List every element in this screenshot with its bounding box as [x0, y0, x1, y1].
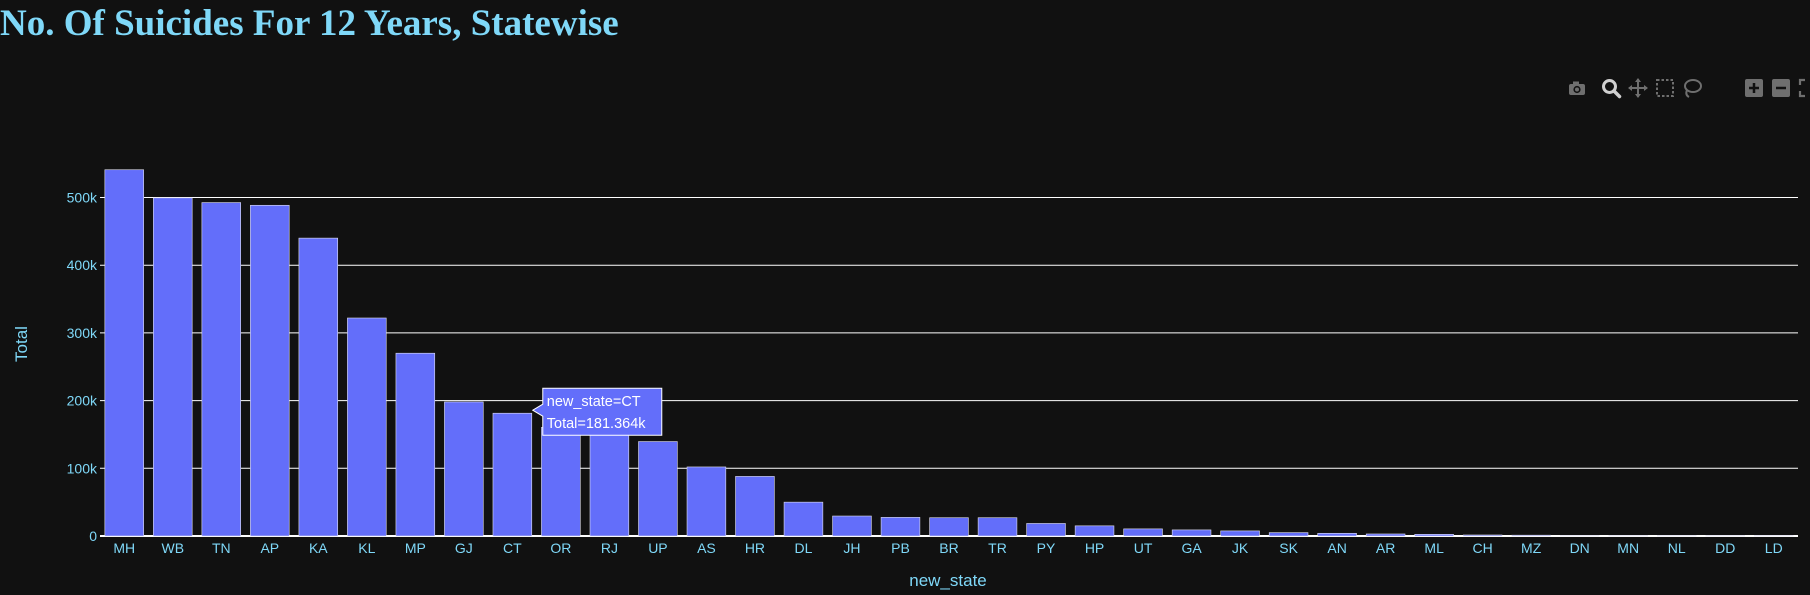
bar-dl[interactable] — [784, 502, 823, 536]
bar-mn[interactable] — [1609, 536, 1648, 537]
bar-ut[interactable] — [1124, 529, 1163, 536]
x-axis-ticks: MH WB TN AP KA KL MP GJ CT OR RJ UP AS HR DL JH PB BR TR PY… — [113, 540, 1782, 556]
x-tick-label: CH — [1473, 540, 1493, 556]
x-axis-title: new_state — [909, 571, 987, 590]
bar-mh[interactable] — [105, 170, 144, 536]
x-tick-label: NL — [1668, 540, 1686, 556]
x-tick-label: LD — [1765, 540, 1783, 556]
y-tick-label: 100k — [67, 460, 98, 476]
x-tick-label: HR — [745, 540, 765, 556]
tooltip-total: Total=181.364k — [547, 416, 647, 432]
x-tick-label: JK — [1232, 540, 1249, 556]
x-tick-label: SK — [1279, 540, 1298, 556]
y-axis-ticks: 0 100k 200k 300k 400k 500k — [67, 189, 98, 544]
bar-dd[interactable] — [1706, 536, 1745, 537]
x-tick-label: AR — [1376, 540, 1395, 556]
x-tick-label: BR — [939, 540, 958, 556]
x-tick-label: OR — [550, 540, 571, 556]
bar-tn[interactable] — [202, 203, 241, 536]
bar-ld[interactable] — [1754, 536, 1793, 537]
hover-tooltip: new_state=CT Total=181.364k — [533, 388, 662, 435]
bar-kl[interactable] — [347, 318, 386, 536]
bar-up[interactable] — [639, 442, 678, 536]
bar-jh[interactable] — [833, 516, 872, 536]
bar-ap[interactable] — [250, 205, 289, 536]
bar-pb[interactable] — [881, 517, 920, 536]
x-tick-label: GJ — [455, 540, 473, 556]
bar-ga[interactable] — [1172, 530, 1211, 536]
x-tick-label: AP — [260, 540, 279, 556]
bar-py[interactable] — [1027, 523, 1066, 536]
x-tick-label: DL — [795, 540, 813, 556]
x-tick-label: KA — [309, 540, 328, 556]
y-tick-label: 500k — [67, 189, 98, 205]
bar-or[interactable] — [541, 427, 580, 536]
x-tick-label: DN — [1570, 540, 1590, 556]
bar-nl[interactable] — [1657, 536, 1696, 537]
bar-mp[interactable] — [396, 353, 435, 536]
x-tick-label: CT — [503, 540, 522, 556]
bar-hr[interactable] — [736, 476, 775, 536]
x-tick-label: RJ — [601, 540, 618, 556]
x-tick-label: ML — [1424, 540, 1444, 556]
x-tick-label: TN — [212, 540, 231, 556]
x-tick-label: JH — [843, 540, 860, 556]
bar-gj[interactable] — [444, 402, 483, 536]
bar-tr[interactable] — [978, 518, 1017, 536]
x-tick-label: PY — [1037, 540, 1056, 556]
y-tick-label: 300k — [67, 325, 98, 341]
bar-mz[interactable] — [1512, 535, 1551, 536]
bar-dn[interactable] — [1560, 536, 1599, 537]
bar-wb[interactable] — [153, 198, 192, 536]
bar-sk[interactable] — [1269, 533, 1308, 536]
bar-as[interactable] — [687, 467, 726, 536]
x-tick-label: TR — [988, 540, 1007, 556]
y-tick-label: 400k — [67, 257, 98, 273]
tooltip-state: new_state=CT — [547, 394, 641, 410]
bar-an[interactable] — [1318, 533, 1357, 536]
bar-jk[interactable] — [1221, 531, 1260, 536]
bars — [105, 170, 1793, 536]
bar-ml[interactable] — [1415, 534, 1454, 536]
x-tick-label: UP — [648, 540, 667, 556]
y-tick-label: 0 — [89, 528, 97, 544]
x-tick-label: HP — [1085, 540, 1104, 556]
x-tick-label: MH — [113, 540, 135, 556]
bar-br[interactable] — [930, 518, 969, 536]
x-tick-label: MN — [1617, 540, 1639, 556]
x-tick-label: DD — [1715, 540, 1735, 556]
x-tick-label: MZ — [1521, 540, 1542, 556]
y-tick-label: 200k — [67, 393, 98, 409]
bar-rj[interactable] — [590, 428, 629, 536]
x-tick-label: WB — [161, 540, 184, 556]
x-tick-label: GA — [1181, 540, 1202, 556]
x-tick-label: PB — [891, 540, 910, 556]
x-tick-label: AN — [1327, 540, 1346, 556]
bar-ct[interactable] — [493, 413, 532, 536]
x-tick-label: MP — [405, 540, 426, 556]
x-tick-label: UT — [1134, 540, 1153, 556]
bar-ka[interactable] — [299, 238, 338, 536]
bar-ch[interactable] — [1463, 535, 1502, 536]
bar-ar[interactable] — [1366, 534, 1405, 536]
y-axis-title: Total — [12, 326, 31, 362]
bar-hp[interactable] — [1075, 526, 1114, 536]
x-tick-label: KL — [358, 540, 375, 556]
x-tick-label: AS — [697, 540, 716, 556]
